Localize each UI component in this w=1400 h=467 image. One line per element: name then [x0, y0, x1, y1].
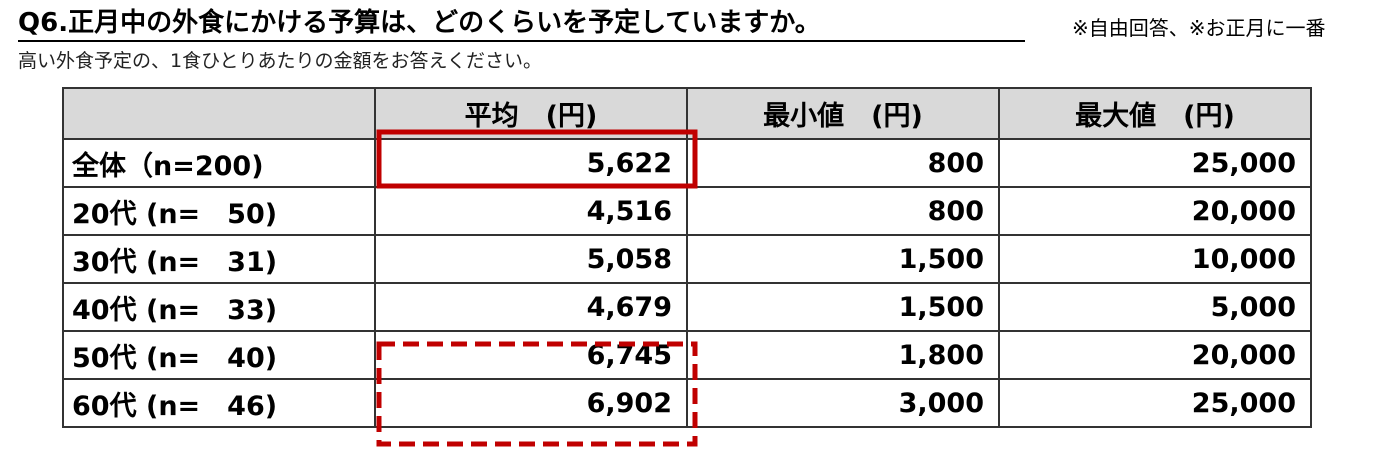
value-cell: 3,000	[686, 378, 1000, 428]
value-cell: 6,745	[374, 330, 688, 380]
row-label: 全体（n=200)	[62, 138, 376, 188]
value-cell: 5,058	[374, 234, 688, 284]
note: ※自由回答、※お正月に一番	[1072, 16, 1326, 40]
subtitle: 高い外食予定の、1食ひとりあたりの金額をお答えください。	[18, 50, 542, 72]
row-label: 50代 (n= 40)	[62, 330, 376, 380]
table-row: 60代 (n= 46) 6,902 3,000 25,000	[62, 378, 1312, 428]
value-cell: 1,500	[686, 282, 1000, 332]
value-cell: 4,679	[374, 282, 688, 332]
value-cell: 5,622	[374, 138, 688, 188]
table-row: 30代 (n= 31) 5,058 1,500 10,000	[62, 234, 1312, 284]
value-cell: 25,000	[998, 138, 1312, 188]
value-cell: 20,000	[998, 330, 1312, 380]
table-row: 全体（n=200) 5,622 800 25,000	[62, 138, 1312, 188]
table-row: 20代 (n= 50) 4,516 800 20,000	[62, 186, 1312, 236]
value-cell: 20,000	[998, 186, 1312, 236]
corner-cell	[62, 87, 376, 140]
row-label: 20代 (n= 50)	[62, 186, 376, 236]
value-cell: 4,516	[374, 186, 688, 236]
row-label: 30代 (n= 31)	[62, 234, 376, 284]
column-header: 最小値 (円)	[686, 87, 1000, 140]
column-header: 最大値 (円)	[998, 87, 1312, 140]
table-row: 40代 (n= 33) 4,679 1,500 5,000	[62, 282, 1312, 332]
title: Q6.正月中の外食にかける予算は、どのくらいを予定していますか。	[18, 6, 1025, 42]
value-cell: 25,000	[998, 378, 1312, 428]
value-cell: 5,000	[998, 282, 1312, 332]
value-cell: 1,800	[686, 330, 1000, 380]
row-label: 40代 (n= 33)	[62, 282, 376, 332]
table-row: 50代 (n= 40) 6,745 1,800 20,000	[62, 330, 1312, 380]
header-row: 平均 (円) 最小値 (円) 最大値 (円)	[62, 87, 1312, 140]
value-cell: 1,500	[686, 234, 1000, 284]
value-cell: 800	[686, 138, 1000, 188]
value-cell: 10,000	[998, 234, 1312, 284]
row-label: 60代 (n= 46)	[62, 378, 376, 428]
value-cell: 800	[686, 186, 1000, 236]
budget-table: 平均 (円) 最小値 (円) 最大値 (円) 全体（n=200) 5,622 800 25,…	[62, 87, 1312, 428]
value-cell: 6,902	[374, 378, 688, 428]
column-header: 平均 (円)	[374, 87, 688, 140]
